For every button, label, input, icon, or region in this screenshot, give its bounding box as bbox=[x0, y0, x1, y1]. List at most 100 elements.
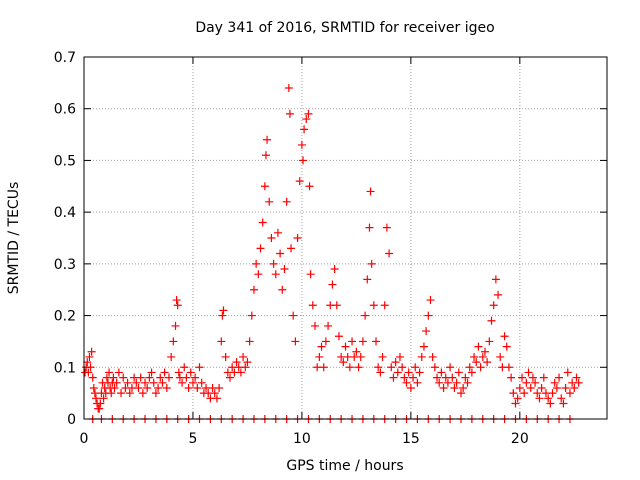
data-point bbox=[107, 389, 116, 398]
data-point bbox=[572, 373, 581, 382]
data-point bbox=[310, 321, 319, 330]
data-point bbox=[261, 151, 270, 160]
data-point bbox=[117, 389, 126, 398]
data-point bbox=[195, 363, 204, 372]
data-point bbox=[193, 383, 202, 392]
data-point bbox=[302, 115, 311, 124]
data-point bbox=[291, 337, 300, 346]
data-point bbox=[210, 389, 219, 398]
data-point bbox=[162, 383, 171, 392]
data-point bbox=[299, 156, 308, 165]
data-point bbox=[374, 363, 383, 372]
data-point bbox=[395, 352, 404, 361]
data-point bbox=[149, 378, 158, 387]
data-point bbox=[218, 311, 227, 320]
data-point bbox=[276, 249, 285, 258]
data-point bbox=[570, 383, 579, 392]
data-point bbox=[487, 316, 496, 325]
data-point bbox=[509, 389, 518, 398]
data-point bbox=[182, 373, 191, 382]
data-point bbox=[361, 311, 370, 320]
data-point bbox=[293, 234, 302, 242]
data-point bbox=[524, 368, 533, 377]
data-point bbox=[561, 383, 570, 392]
data-point bbox=[411, 363, 420, 372]
tick-labels: 0 0.1 0.2 0.3 0.4 0.5 0.6 0.7 0 5 10 15 20 bbox=[54, 50, 529, 447]
data-point bbox=[306, 270, 315, 279]
data-point bbox=[544, 394, 553, 403]
data-point bbox=[511, 399, 520, 408]
y-tick-label: 0.5 bbox=[54, 153, 76, 169]
chart-title: Day 341 of 2016, SRMTID for receiver ige… bbox=[195, 20, 494, 36]
data-point bbox=[369, 301, 378, 310]
data-point bbox=[476, 363, 485, 372]
y-tick-label: 0.1 bbox=[54, 360, 76, 376]
data-point bbox=[367, 259, 376, 268]
data-point bbox=[300, 125, 309, 134]
y-tick-label: 0.7 bbox=[54, 50, 76, 66]
data-point bbox=[409, 373, 418, 382]
data-point bbox=[317, 342, 326, 351]
data-point bbox=[110, 383, 119, 392]
data-point bbox=[84, 368, 93, 377]
data-point bbox=[99, 394, 108, 403]
data-point bbox=[89, 383, 98, 392]
data-point bbox=[289, 311, 298, 320]
data-point bbox=[550, 378, 559, 387]
data-point bbox=[472, 358, 481, 367]
data-point bbox=[491, 275, 500, 284]
data-point bbox=[448, 373, 457, 382]
data-point bbox=[324, 321, 333, 330]
data-point bbox=[456, 389, 465, 398]
data-point bbox=[376, 368, 385, 377]
data-point bbox=[236, 368, 245, 377]
data-point bbox=[95, 404, 104, 413]
data-point bbox=[156, 373, 165, 382]
data-point bbox=[465, 363, 474, 372]
data-point bbox=[132, 378, 141, 387]
data-point bbox=[365, 223, 374, 232]
data-point bbox=[285, 109, 294, 118]
data-point bbox=[258, 218, 267, 227]
data-point bbox=[459, 383, 468, 392]
data-point bbox=[356, 352, 365, 361]
data-point bbox=[141, 378, 150, 387]
data-point bbox=[221, 352, 230, 361]
data-point bbox=[489, 301, 498, 310]
data-point bbox=[422, 327, 431, 336]
data-point bbox=[443, 378, 452, 387]
data-point bbox=[413, 378, 422, 387]
data-point bbox=[507, 373, 516, 382]
data-point bbox=[470, 352, 479, 361]
data-point bbox=[537, 383, 546, 392]
data-point bbox=[186, 368, 195, 377]
data-points bbox=[81, 84, 583, 423]
data-point bbox=[269, 259, 278, 268]
data-point bbox=[454, 368, 463, 377]
data-point bbox=[226, 373, 235, 382]
data-point bbox=[518, 373, 527, 382]
data-point bbox=[287, 244, 296, 253]
data-point bbox=[252, 259, 261, 268]
y-tick-label: 0.4 bbox=[54, 205, 76, 221]
grid-lines bbox=[84, 57, 607, 419]
data-point bbox=[387, 363, 396, 372]
data-point bbox=[328, 280, 337, 289]
data-point bbox=[136, 373, 145, 382]
data-point bbox=[467, 368, 476, 377]
data-point bbox=[546, 399, 555, 408]
data-point bbox=[232, 358, 241, 367]
data-point bbox=[430, 363, 439, 372]
data-point bbox=[565, 389, 574, 398]
plot-frame bbox=[83, 56, 608, 420]
data-point bbox=[295, 177, 304, 186]
data-point bbox=[363, 275, 372, 284]
data-point bbox=[400, 373, 409, 382]
data-point bbox=[191, 373, 200, 382]
data-point bbox=[352, 347, 361, 356]
data-point bbox=[197, 378, 206, 387]
data-point bbox=[533, 389, 542, 398]
data-point bbox=[424, 311, 433, 320]
data-point bbox=[86, 363, 95, 372]
